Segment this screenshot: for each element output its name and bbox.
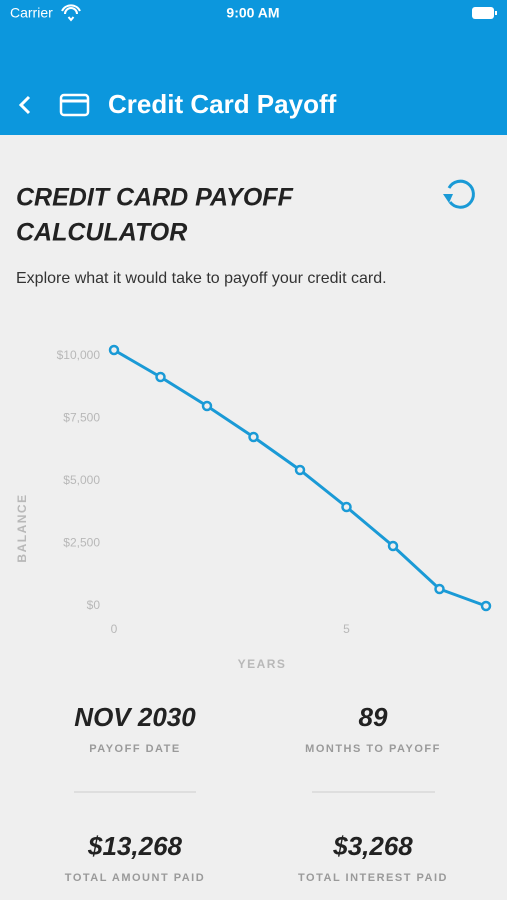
stat-label: TOTAL AMOUNT PAID [65, 872, 205, 884]
data-point [155, 371, 166, 383]
x-axis-label: YEARS [238, 657, 287, 671]
stat-value: $13,268 [87, 831, 183, 861]
data-point [294, 464, 306, 476]
data-point [248, 431, 259, 443]
data-point [341, 501, 352, 513]
data-point [108, 344, 120, 356]
data-point [201, 400, 213, 412]
reset-button[interactable] [447, 179, 475, 209]
stat-label: PAYOFF DATE [89, 743, 180, 755]
y-tick-label: $0 [87, 598, 101, 612]
data-point [434, 583, 445, 595]
stat-label: MONTHS TO PAYOFF [305, 743, 441, 755]
y-tick-label: $10,000 [57, 348, 101, 362]
stat-label: TOTAL INTEREST PAID [298, 872, 448, 884]
data-point [387, 540, 399, 552]
y-axis-label: BALANCE [15, 493, 29, 562]
back-button[interactable] [18, 95, 31, 115]
reset-arrow [443, 194, 453, 203]
heading: CALCULATOR [16, 219, 187, 247]
card-icon [59, 93, 90, 117]
description: Explore what it would take to payoff you… [16, 270, 387, 287]
y-tick-label: $5,000 [63, 473, 100, 487]
battery [472, 7, 494, 19]
x-tick-label: 0 [111, 622, 118, 636]
data-point [480, 600, 492, 612]
nav-title: Credit Card Payoff [108, 89, 337, 119]
y-tick-label: $7,500 [63, 411, 100, 425]
header [0, 0, 507, 135]
wifi-icon [61, 4, 81, 22]
carrier: Carrier [10, 5, 53, 21]
y-tick-label: $2,500 [63, 536, 100, 550]
x-tick-label: 5 [343, 622, 350, 636]
stat-value: NOV 2030 [74, 702, 196, 732]
stat-value: 89 [359, 702, 388, 732]
heading: CREDIT CARD PAYOFF [16, 184, 294, 212]
stat-value: $3,268 [332, 831, 413, 861]
battery-tip [495, 11, 497, 15]
time: 9:00 AM [226, 5, 279, 21]
